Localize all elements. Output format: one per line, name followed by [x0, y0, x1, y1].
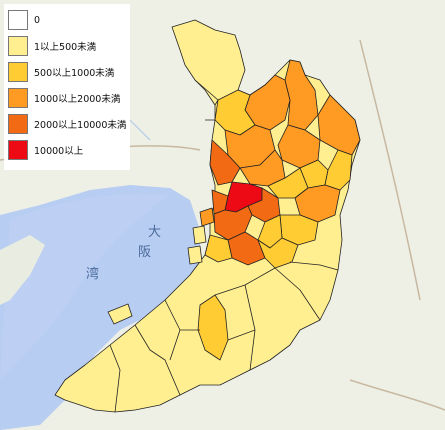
legend-swatch	[8, 88, 28, 108]
legend-label: 500以上1000未満	[34, 68, 115, 79]
legend-label: 1000以上2000未満	[34, 94, 121, 105]
road-line	[349, 379, 445, 411]
boundary-line	[194, 79, 219, 121]
legend-swatch	[8, 140, 28, 160]
region-south-2	[204, 234, 233, 263]
legend-label: 10000以上	[34, 146, 84, 157]
map-label: 阪	[138, 245, 151, 260]
region-kix	[107, 303, 133, 325]
region-north-2	[284, 59, 319, 131]
legend-item: 1以上500未満	[8, 34, 126, 58]
region-island-3	[187, 245, 203, 265]
legend-label: 1以上500未満	[34, 42, 97, 53]
legend-label: 0	[34, 14, 41, 26]
map-label: 湾	[86, 266, 99, 282]
legend-swatch	[8, 114, 28, 134]
boundary-line	[109, 261, 339, 413]
bay-shore	[0, 193, 170, 380]
legend: 0 1以上500未満 500以上1000未満 1000以上2000未満 2000…	[4, 4, 130, 170]
legend-label: 2000以上10000未満	[34, 120, 127, 131]
legend-item: 1000以上2000未満	[8, 86, 126, 110]
map-label: 大	[148, 225, 161, 240]
region-south-3	[257, 237, 299, 269]
region-center-south	[213, 205, 253, 241]
legend-item: 10000以上	[8, 138, 126, 162]
awaji-land	[0, 235, 45, 305]
legend-item: 500以上1000未満	[8, 60, 126, 84]
legend-item: 0	[8, 8, 126, 32]
region-island-1	[199, 207, 215, 227]
region-central-2	[239, 149, 286, 187]
road-line	[359, 39, 421, 301]
legend-swatch	[8, 36, 28, 56]
legend-item: 2000以上10000未満	[8, 112, 126, 136]
region-southwest-1	[197, 294, 229, 361]
legend-swatch	[8, 10, 28, 30]
region-north-3	[317, 94, 361, 156]
legend-swatch	[8, 62, 28, 82]
region-island-2	[192, 225, 207, 245]
region-center-east	[247, 187, 281, 223]
